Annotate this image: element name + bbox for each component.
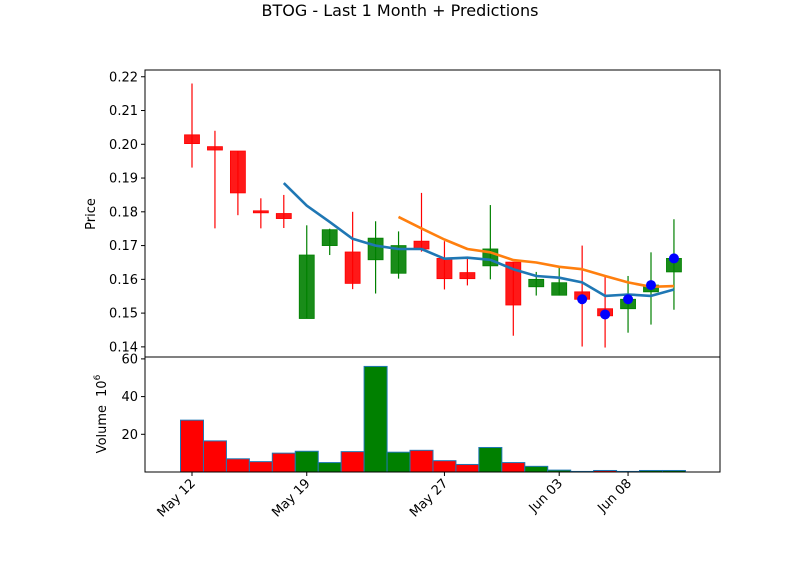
prediction-point (577, 294, 588, 305)
price-y-tick-label: 0.14 (109, 340, 138, 355)
candle (252, 198, 269, 229)
candle-body (436, 258, 453, 280)
volume-bar (386, 451, 411, 473)
price-y-tick-label: 0.19 (109, 172, 138, 187)
volume-plot-border (144, 356, 721, 473)
price-y-tick-label: 0.20 (109, 138, 138, 153)
volume-bar (455, 463, 480, 473)
volume-bar (248, 461, 273, 473)
prediction-point (646, 280, 656, 291)
volume-bar (524, 465, 549, 473)
volume-bar (409, 449, 434, 473)
price-y-tick-label: 0.17 (109, 239, 138, 254)
candle (505, 261, 522, 336)
candle-body (551, 282, 568, 296)
price-y-tick-label: 0.15 (109, 307, 138, 322)
volume-bar (340, 451, 365, 473)
price-plot-frame (145, 70, 720, 357)
volume-bar (478, 446, 503, 473)
volume-bar (202, 440, 227, 473)
price-y-axis: 0.14 0.15 0.16 0.17 0.18 0.19 0.20 0.21 0.22 (109, 70, 145, 355)
volume-y-tick-label: 20 (121, 428, 138, 443)
candle (298, 225, 315, 319)
candle (551, 265, 568, 296)
candle-body (229, 150, 246, 194)
volume-bar (501, 462, 526, 473)
x-tick-label: Jun 08 (595, 476, 635, 516)
candle-body (344, 251, 361, 284)
x-tick-label: May 19 (269, 476, 313, 520)
candle-body (275, 213, 292, 219)
price-y-tick-label: 0.16 (109, 273, 138, 288)
volume-y-label-exponent: 6 (93, 374, 103, 380)
candle-body (184, 134, 200, 145)
volume-bar (180, 419, 204, 473)
price-y-tick-label: 0.21 (109, 104, 138, 119)
x-axis: May 12 May 19 May 27 Jun 03 Jun 08 (155, 472, 635, 520)
moving-average-line (282, 182, 675, 298)
price-y-label: Price (84, 198, 99, 230)
volume-panel: 20 40 60 Volume106 (93, 352, 721, 473)
candle-body (207, 146, 223, 151)
candle (229, 150, 246, 216)
volume-y-axis: 20 40 60 (121, 352, 145, 443)
candle-body (528, 278, 545, 288)
x-tick-label: Jun 03 (526, 476, 566, 516)
price-marks (184, 83, 682, 348)
candle (459, 258, 476, 286)
candle (321, 228, 338, 256)
volume-bar (317, 462, 342, 473)
volume-bar (432, 460, 457, 473)
candle-body (459, 272, 476, 280)
moving-average-line (397, 215, 675, 289)
candle (344, 211, 361, 290)
volume-y-label-text: Volume (95, 405, 110, 453)
x-tick-label: May 12 (155, 476, 199, 520)
price-y-tick-label: 0.18 (109, 205, 138, 220)
volume-marks (180, 365, 686, 473)
prediction-point (668, 253, 679, 264)
candle (275, 194, 292, 229)
volume-bar (294, 450, 319, 473)
prediction-point (600, 309, 611, 320)
volume-y-tick-label: 60 (121, 352, 138, 367)
candle (184, 83, 200, 168)
candle-body (298, 254, 315, 319)
volume-bar (225, 458, 250, 473)
volume-bar (363, 365, 388, 473)
price-y-tick-label: 0.22 (109, 70, 138, 85)
price-panel: 0.14 0.15 0.16 0.17 0.18 0.19 0.20 0.21 0.22 Pri… (84, 69, 721, 358)
volume-y-label: Volume106 (93, 374, 110, 453)
candle (666, 219, 682, 310)
candle-body (390, 245, 407, 274)
x-tick-label: May 27 (407, 476, 451, 520)
candle-body (321, 229, 338, 246)
candle-body (252, 210, 269, 214)
candle-body (367, 237, 384, 261)
candle (207, 130, 223, 229)
volume-bar (271, 452, 296, 473)
candle (390, 231, 407, 279)
chart-title: BTOG - Last 1 Month + Predictions (262, 1, 539, 20)
volume-y-tick-label: 40 (121, 390, 138, 405)
candle-body (505, 261, 522, 306)
prediction-point (623, 294, 634, 305)
